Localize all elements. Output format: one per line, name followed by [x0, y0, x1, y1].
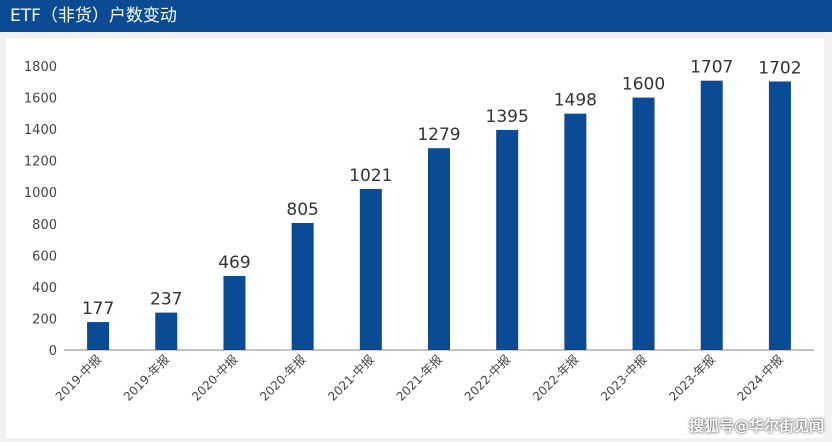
data-label: 1600	[622, 75, 665, 95]
data-label: 1498	[554, 91, 597, 111]
x-tick-label: 2023-年报	[666, 352, 718, 404]
x-tick-label: 2019-中报	[52, 352, 104, 404]
x-tick-label: 2022-中报	[461, 352, 513, 404]
data-label: 469	[218, 253, 250, 273]
y-tick-label: 0	[49, 344, 57, 359]
bar	[496, 129, 519, 350]
bar-chart: 0 200 400 600 800 1000 1200 1400 1600 1800 177 2019…	[24, 58, 814, 404]
data-label: 1702	[758, 58, 801, 78]
y-tick-label: 1200	[24, 155, 57, 170]
data-label: 177	[82, 299, 114, 319]
x-tick-label: 2019-年报	[120, 352, 172, 404]
chart-header: ETF（非货）户数变动	[0, 0, 832, 32]
bar	[155, 312, 178, 350]
watermark: 搜狐号@华尔街见闻	[688, 417, 824, 435]
y-tick-label: 1800	[24, 60, 57, 75]
x-tick-label: 2023-中报	[597, 352, 649, 404]
x-tick-label: 2020-年报	[257, 352, 309, 404]
data-label: 237	[150, 290, 182, 310]
chart-card: 0 200 400 600 800 1000 1200 1400 1600 1800 177 2019…	[6, 38, 824, 438]
bar	[291, 222, 314, 350]
bar	[428, 148, 450, 350]
y-tick-label: 1000	[24, 186, 57, 201]
y-tick-label: 400	[32, 281, 57, 296]
y-tick-label: 600	[32, 249, 57, 264]
bar	[223, 276, 246, 350]
bar	[564, 113, 587, 350]
bar	[700, 80, 723, 350]
bar	[87, 322, 110, 350]
x-tick-label: 2020-中报	[188, 352, 240, 404]
x-tick-label: 2022-年报	[529, 352, 581, 404]
bar	[359, 188, 382, 350]
x-tick-label: 2021-年报	[393, 352, 445, 404]
data-label: 1279	[417, 125, 460, 145]
y-tick-label: 1400	[24, 123, 57, 138]
bar	[632, 97, 655, 350]
data-label: 1707	[690, 58, 733, 78]
y-tick-label: 800	[32, 218, 57, 233]
y-tick-label: 1600	[24, 92, 57, 107]
x-tick-label: 2021-中报	[325, 352, 377, 404]
data-label: 1395	[486, 107, 529, 127]
data-label: 805	[286, 200, 318, 220]
bar	[768, 81, 791, 350]
x-tick-label: 2024-中报	[734, 352, 786, 404]
data-label: 1021	[349, 166, 392, 186]
chart-title: ETF（非货）户数变动	[10, 6, 177, 26]
y-tick-label: 200	[32, 312, 57, 327]
